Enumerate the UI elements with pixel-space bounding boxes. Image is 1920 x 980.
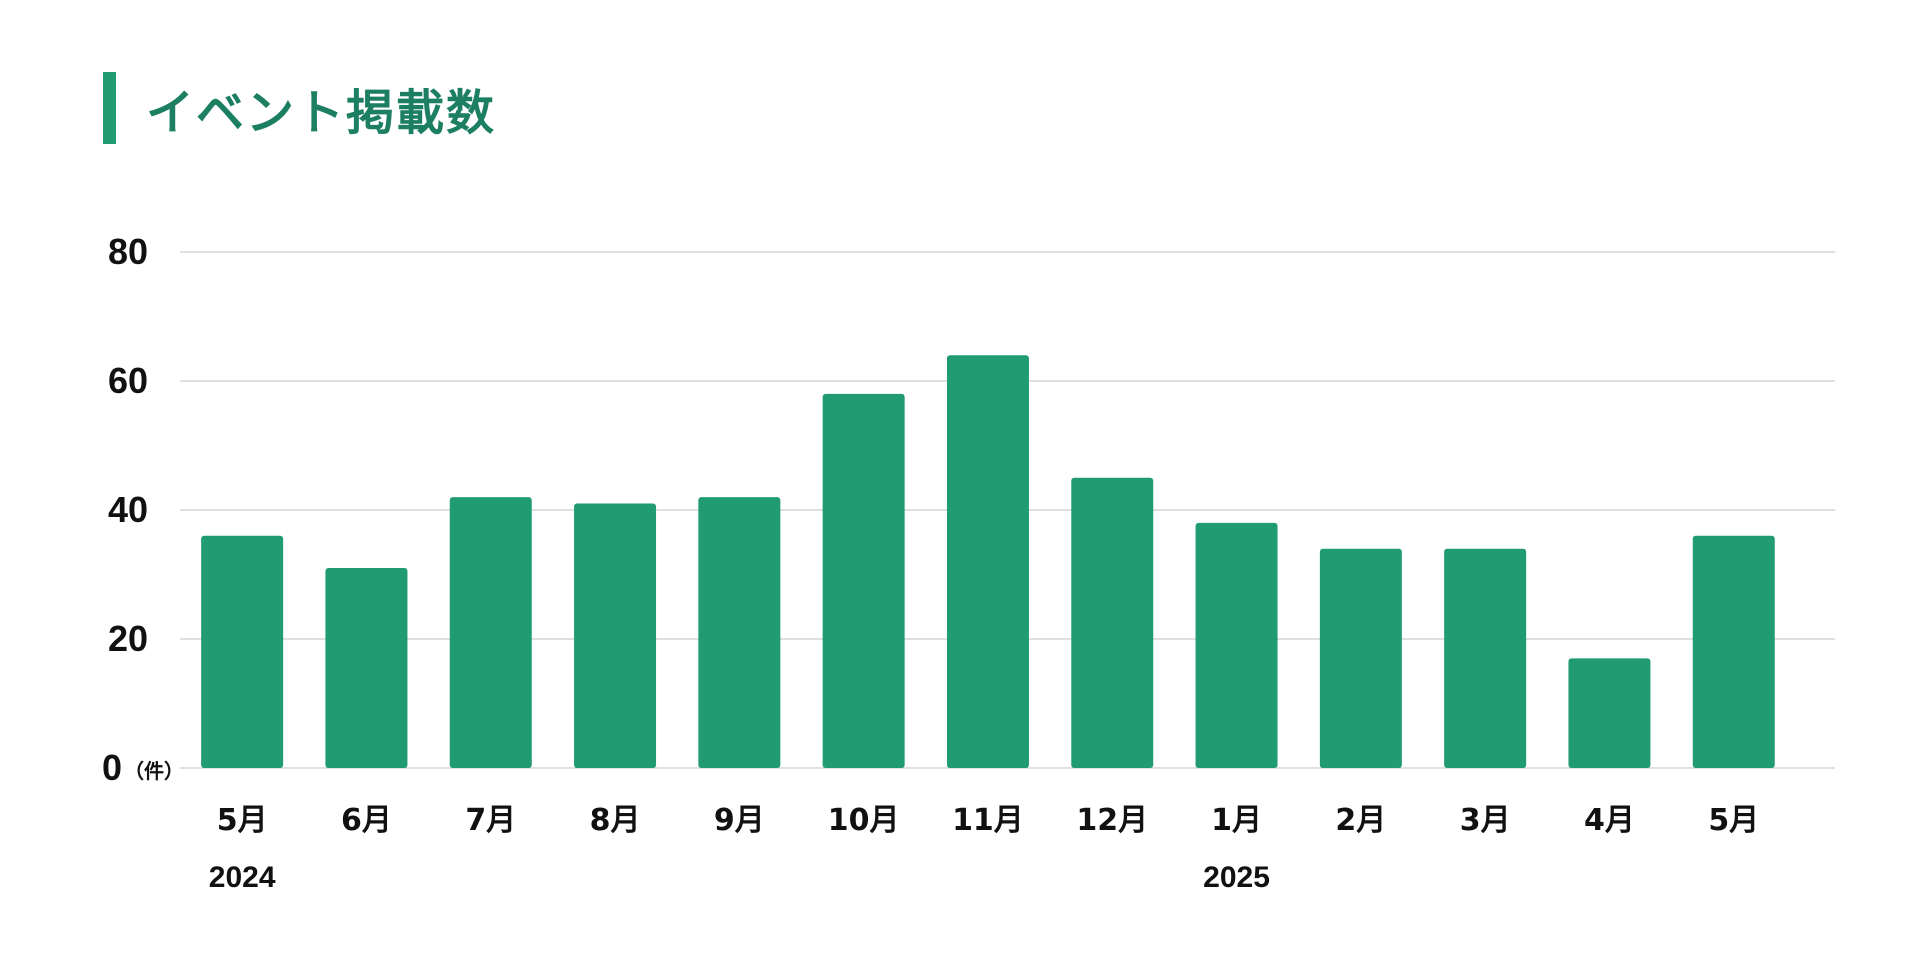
x-tick-label: 12月 xyxy=(1076,803,1148,838)
y-tick-label: 40 xyxy=(108,489,148,530)
chart-title-block: イベント掲載数 xyxy=(103,72,496,144)
x-tick-label: 2月 xyxy=(1335,803,1386,838)
chart-title: イベント掲載数 xyxy=(146,85,497,141)
x-tick-label: 5月 xyxy=(1708,803,1759,838)
year-label: 2025 xyxy=(1203,861,1270,894)
bar xyxy=(822,393,905,768)
bar xyxy=(1692,535,1775,768)
y-tick-label: 60 xyxy=(108,360,148,401)
bar xyxy=(1195,522,1278,768)
y-tick-label: 0 xyxy=(102,747,122,788)
y-unit-label: （件） xyxy=(124,759,184,783)
x-tick-label: 8月 xyxy=(590,803,641,838)
title-accent-bar xyxy=(103,72,116,144)
bar xyxy=(698,497,781,768)
bars xyxy=(201,355,1775,768)
x-tick-label: 1月 xyxy=(1211,803,1262,838)
x-axis-ticks: 5月 6月 7月 8月 9月 10月 11月 12月 1月 2月 3月 4月 5月 xyxy=(217,803,1759,838)
bar xyxy=(946,355,1029,768)
year-labels: 2024 2025 xyxy=(209,861,1270,894)
bar xyxy=(1444,548,1527,768)
y-axis-ticks: 0 （件） 20 40 60 80 xyxy=(102,231,184,788)
x-tick-label: 3月 xyxy=(1460,803,1511,838)
bar xyxy=(449,497,532,768)
bar xyxy=(574,503,657,768)
year-label: 2024 xyxy=(209,861,276,894)
x-tick-label: 7月 xyxy=(465,803,516,838)
bar xyxy=(1319,548,1402,768)
x-tick-label: 10月 xyxy=(828,803,900,838)
x-tick-label: 4月 xyxy=(1584,803,1635,838)
bar xyxy=(201,535,284,768)
x-tick-label: 5月 xyxy=(217,803,268,838)
y-tick-label: 20 xyxy=(108,618,148,659)
bar xyxy=(325,568,408,768)
x-tick-label: 6月 xyxy=(341,803,392,838)
bar xyxy=(1071,477,1154,768)
y-tick-label: 80 xyxy=(108,231,148,272)
x-tick-label: 9月 xyxy=(714,803,765,838)
x-tick-label: 11月 xyxy=(952,803,1024,838)
bar xyxy=(1568,658,1651,768)
